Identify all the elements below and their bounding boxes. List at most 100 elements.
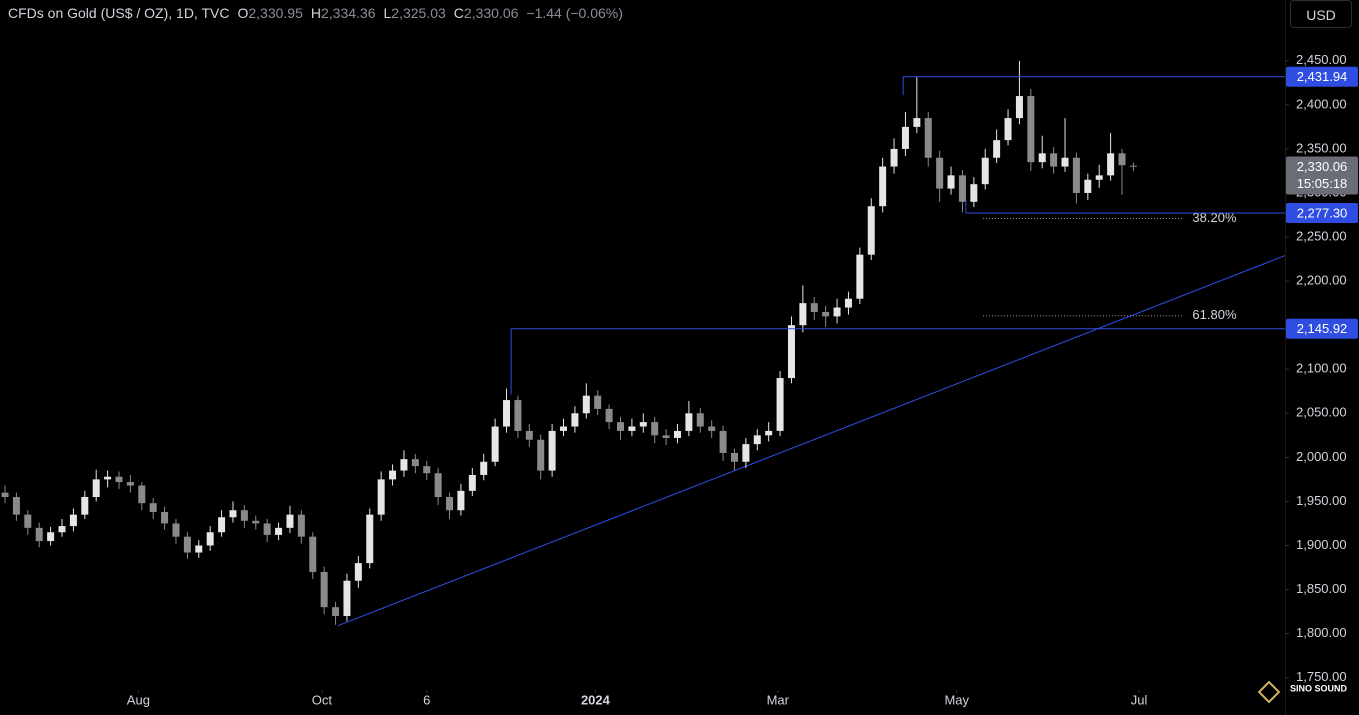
candle-body	[947, 175, 955, 189]
candle-body	[195, 545, 203, 553]
candle-body	[434, 473, 442, 498]
candle-body	[126, 482, 134, 486]
candle-body	[457, 490, 465, 511]
x-tick-label: Jul	[1131, 692, 1148, 707]
candle-body	[1015, 96, 1023, 119]
candle-body	[696, 413, 704, 427]
candle-body	[856, 254, 864, 299]
candle-body	[1107, 153, 1115, 176]
candle-body	[708, 426, 716, 431]
candle-body	[206, 532, 214, 546]
candle-body	[366, 514, 374, 564]
candle-body	[138, 485, 146, 504]
y-tick-label: 2,000.00	[1296, 449, 1347, 464]
candle-body	[742, 444, 750, 462]
trendline	[337, 255, 1286, 627]
candle-body	[286, 514, 294, 528]
candle-body	[377, 479, 385, 515]
x-tick-label: May	[944, 692, 969, 707]
candle-body	[149, 503, 157, 512]
candle-body	[491, 426, 499, 462]
candle-body	[320, 571, 328, 608]
candle-body	[936, 157, 944, 189]
candle-body	[81, 497, 89, 515]
candle-body	[1050, 153, 1058, 167]
candle-body	[867, 206, 875, 255]
candle-body	[263, 523, 271, 535]
currency-button[interactable]: USD	[1290, 0, 1352, 28]
y-tick-label: 1,900.00	[1296, 537, 1347, 552]
fib-label: 38.20%	[1192, 210, 1237, 225]
candle-body	[753, 435, 761, 445]
open-value: 2,330.95	[248, 5, 303, 21]
candle-body	[605, 408, 613, 423]
low-key: L	[383, 5, 392, 21]
candle-body	[354, 563, 362, 581]
change: −1.44 (−0.06%)	[526, 5, 623, 21]
candle-body	[537, 439, 545, 471]
candle-body	[411, 459, 419, 467]
y-tick-label: 2,050.00	[1296, 405, 1347, 420]
price-tag	[1286, 318, 1358, 339]
candle-body	[1061, 157, 1069, 167]
candle-body	[548, 430, 556, 471]
candle-body	[924, 118, 932, 158]
candle-body	[981, 157, 989, 185]
price-tag	[1286, 202, 1358, 223]
candle-body	[1084, 179, 1092, 193]
candle-body	[58, 526, 66, 533]
candle-body	[332, 607, 340, 616]
candle-body	[400, 459, 408, 471]
candle-body	[229, 510, 237, 518]
symbol-header: CFDs on Gold (US$ / OZ), 1D, TVC O2,330.9…	[8, 5, 623, 21]
candle-body	[993, 140, 1001, 158]
candle-body	[297, 514, 305, 537]
price-tag-label: 2,145.92	[1297, 321, 1348, 336]
x-tick-label: Mar	[767, 692, 790, 707]
candle-body	[1118, 153, 1126, 166]
candle-body	[560, 426, 568, 431]
x-tick-label: Oct	[312, 692, 333, 707]
candle-body	[913, 118, 921, 127]
candle-body	[218, 517, 226, 533]
candle-body	[275, 527, 283, 535]
candle-body	[389, 470, 397, 480]
watermark: SINO SOUND	[1290, 683, 1348, 693]
candle-body	[35, 527, 43, 542]
candle-body	[115, 476, 123, 483]
candle-body	[685, 413, 693, 431]
candle-body	[1129, 165, 1137, 167]
candle-body	[240, 510, 248, 521]
symbol: CFDs on Gold (US$ / OZ), 1D, TVC	[8, 5, 230, 21]
y-tick-label: 2,400.00	[1296, 96, 1347, 111]
y-tick-label: 2,200.00	[1296, 273, 1347, 288]
high-value: 2,334.36	[320, 5, 376, 21]
close-value: 2,330.06	[463, 5, 519, 21]
candle-body	[879, 166, 887, 207]
candle-body	[890, 148, 898, 167]
candle-body	[810, 303, 818, 312]
candle-body	[12, 497, 20, 515]
candle-body	[423, 466, 431, 474]
candle-body	[503, 400, 511, 427]
candle-body	[343, 580, 351, 616]
candle-body	[730, 452, 738, 462]
fib-label: 61.80%	[1192, 307, 1237, 322]
candle-body	[833, 307, 841, 317]
candle-body	[24, 514, 32, 528]
candle-body	[514, 400, 522, 431]
candle-body	[970, 184, 978, 202]
candle-body	[252, 520, 260, 524]
candle-body	[765, 430, 773, 436]
candle-body	[719, 430, 727, 453]
open-key: O	[237, 5, 249, 21]
candle-body	[628, 426, 636, 431]
candle-body	[1, 492, 9, 498]
x-tick-label: 6	[423, 692, 430, 707]
candle-body	[617, 422, 625, 431]
y-tick-label: 2,450.00	[1296, 52, 1347, 67]
candle-body	[571, 413, 579, 427]
candle-body	[582, 395, 590, 414]
